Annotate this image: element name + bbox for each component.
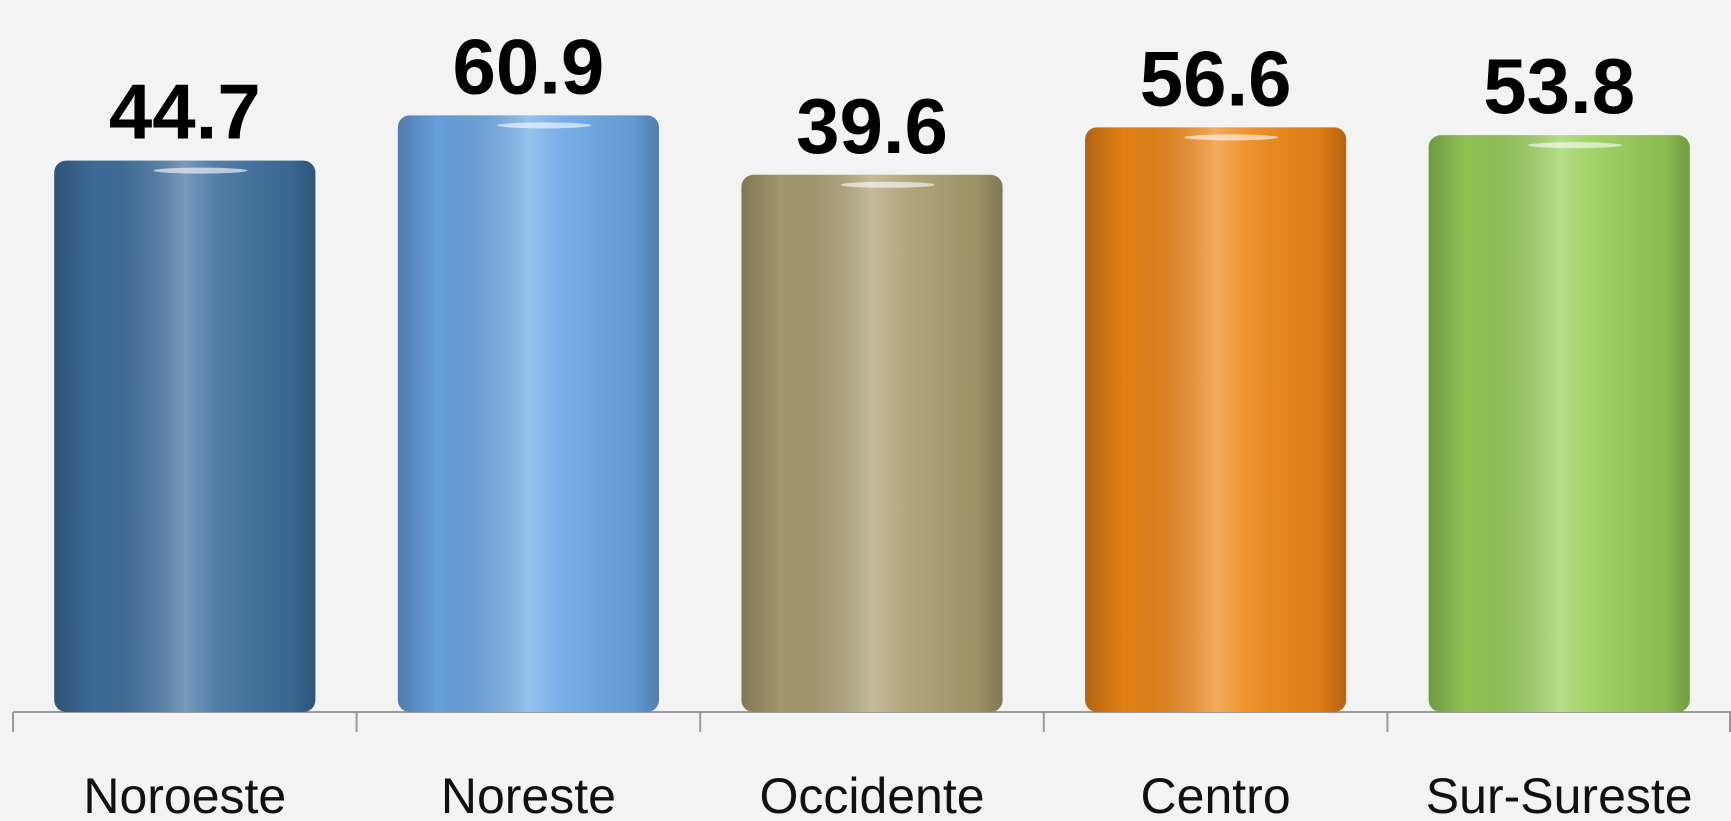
bar-shading — [397, 115, 659, 712]
data-label: 39.6 — [796, 82, 948, 170]
x-tick-label: Noreste — [441, 768, 616, 821]
bar-shading — [54, 160, 316, 712]
x-tick-label: Noroeste — [83, 768, 286, 821]
bar-shading — [741, 174, 1003, 712]
x-tick-label: Centro — [1141, 768, 1291, 821]
x-tick-label: Occidente — [759, 768, 984, 821]
bar-highlight — [153, 167, 248, 174]
bar-highlight — [1527, 142, 1622, 149]
data-label: 60.9 — [452, 22, 604, 110]
data-label: 56.6 — [1140, 34, 1292, 122]
data-label: 44.7 — [109, 68, 261, 156]
x-tick-label: Sur-Sureste — [1426, 768, 1693, 821]
bar-shading — [1085, 127, 1347, 712]
bar-shading — [1428, 135, 1690, 712]
bar-highlight — [840, 181, 935, 188]
data-label: 53.8 — [1483, 42, 1635, 130]
bar-highlight — [497, 122, 592, 129]
bar-highlight — [1184, 134, 1279, 141]
